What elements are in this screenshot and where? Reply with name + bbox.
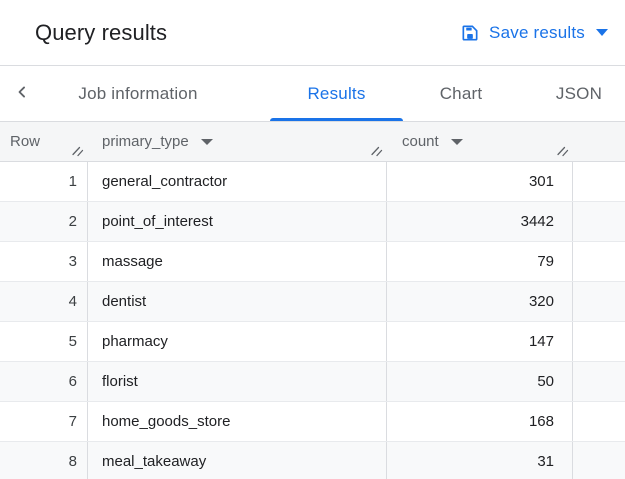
tab-json[interactable]: JSON <box>537 66 621 121</box>
save-icon <box>460 23 480 43</box>
row-number-cell: 7 <box>0 402 88 441</box>
column-header-count: count <box>387 122 573 161</box>
save-results-button[interactable]: Save results <box>460 23 608 43</box>
column-header-count-label: count <box>402 133 439 150</box>
filler-cell <box>573 362 625 401</box>
table-row: 2 point_of_interest 3442 <box>0 202 625 242</box>
filler-cell <box>573 282 625 321</box>
tab-job-information-label: Job information <box>78 83 198 103</box>
primary-type-cell: massage <box>88 242 387 281</box>
resize-handle-icon[interactable] <box>71 144 85 158</box>
primary-type-cell: general_contractor <box>88 162 387 201</box>
results-tab-bar: Job information Results Chart JSON <box>0 66 625 122</box>
count-cell: 31 <box>387 442 573 479</box>
primary-type-cell: dentist <box>88 282 387 321</box>
filler-cell <box>573 202 625 241</box>
table-row: 4 dentist 320 <box>0 282 625 322</box>
count-cell: 320 <box>387 282 573 321</box>
tab-scroll-left-button[interactable] <box>0 66 44 121</box>
count-cell: 147 <box>387 322 573 361</box>
count-cell: 79 <box>387 242 573 281</box>
resize-handle-icon[interactable] <box>556 144 570 158</box>
row-number-cell: 3 <box>0 242 88 281</box>
results-table-body: 1 general_contractor 301 2 point_of_inte… <box>0 162 625 479</box>
column-menu-caret-icon[interactable] <box>450 138 463 145</box>
table-row: 1 general_contractor 301 <box>0 162 625 202</box>
row-number-cell: 2 <box>0 202 88 241</box>
column-menu-caret-icon[interactable] <box>200 138 213 145</box>
primary-type-cell: home_goods_store <box>88 402 387 441</box>
row-number-cell: 8 <box>0 442 88 479</box>
tab-chart[interactable]: Chart <box>416 66 506 121</box>
filler-cell <box>573 402 625 441</box>
row-number-cell: 4 <box>0 282 88 321</box>
filler-cell <box>573 242 625 281</box>
count-cell: 3442 <box>387 202 573 241</box>
primary-type-cell: florist <box>88 362 387 401</box>
primary-type-cell: pharmacy <box>88 322 387 361</box>
tab-job-information[interactable]: Job information <box>68 66 208 121</box>
table-row: 7 home_goods_store 168 <box>0 402 625 442</box>
results-table: Row primary_type count <box>0 122 625 479</box>
results-table-header: Row primary_type count <box>0 122 625 162</box>
save-results-label: Save results <box>489 22 585 42</box>
primary-type-cell: meal_takeaway <box>88 442 387 479</box>
count-cell: 168 <box>387 402 573 441</box>
column-header-row: Row <box>0 122 88 161</box>
count-cell: 301 <box>387 162 573 201</box>
filler-cell <box>573 162 625 201</box>
column-header-row-label: Row <box>10 133 41 150</box>
table-row: 3 massage 79 <box>0 242 625 282</box>
chevron-left-icon <box>12 82 32 105</box>
column-header-filler <box>573 122 625 161</box>
tab-chart-label: Chart <box>439 83 483 103</box>
column-header-primary-type: primary_type <box>88 122 387 161</box>
row-number-cell: 1 <box>0 162 88 201</box>
count-cell: 50 <box>387 362 573 401</box>
filler-cell <box>573 322 625 361</box>
table-row: 8 meal_takeaway 31 <box>0 442 625 479</box>
row-number-cell: 6 <box>0 362 88 401</box>
resize-handle-icon[interactable] <box>370 144 384 158</box>
tab-results-label: Results <box>307 83 366 103</box>
row-number-cell: 5 <box>0 322 88 361</box>
table-row: 6 florist 50 <box>0 362 625 402</box>
chevron-down-icon <box>596 29 608 36</box>
column-header-primary-type-label: primary_type <box>102 133 189 150</box>
page-title: Query results <box>35 19 168 45</box>
tab-results[interactable]: Results <box>270 66 403 121</box>
tab-json-label: JSON <box>555 83 603 103</box>
results-title-bar: Query results Save results <box>0 0 625 66</box>
filler-cell <box>573 442 625 479</box>
table-row: 5 pharmacy 147 <box>0 322 625 362</box>
primary-type-cell: point_of_interest <box>88 202 387 241</box>
